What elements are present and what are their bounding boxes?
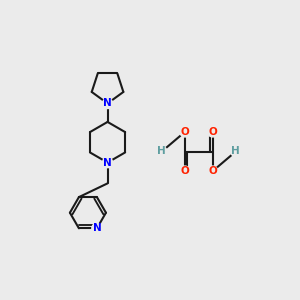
Text: N: N <box>92 223 101 233</box>
Text: O: O <box>208 127 217 137</box>
Text: H: H <box>231 146 240 157</box>
Circle shape <box>208 127 218 137</box>
Circle shape <box>157 146 167 157</box>
Circle shape <box>231 146 241 157</box>
Circle shape <box>180 166 190 176</box>
Circle shape <box>92 223 102 233</box>
Circle shape <box>208 166 218 176</box>
Text: O: O <box>181 166 189 176</box>
Text: N: N <box>103 98 112 109</box>
Text: N: N <box>103 158 112 168</box>
Circle shape <box>180 127 190 137</box>
Text: O: O <box>208 166 217 176</box>
Circle shape <box>103 158 112 168</box>
Text: O: O <box>181 127 189 137</box>
Circle shape <box>103 98 112 109</box>
Text: H: H <box>158 146 166 157</box>
